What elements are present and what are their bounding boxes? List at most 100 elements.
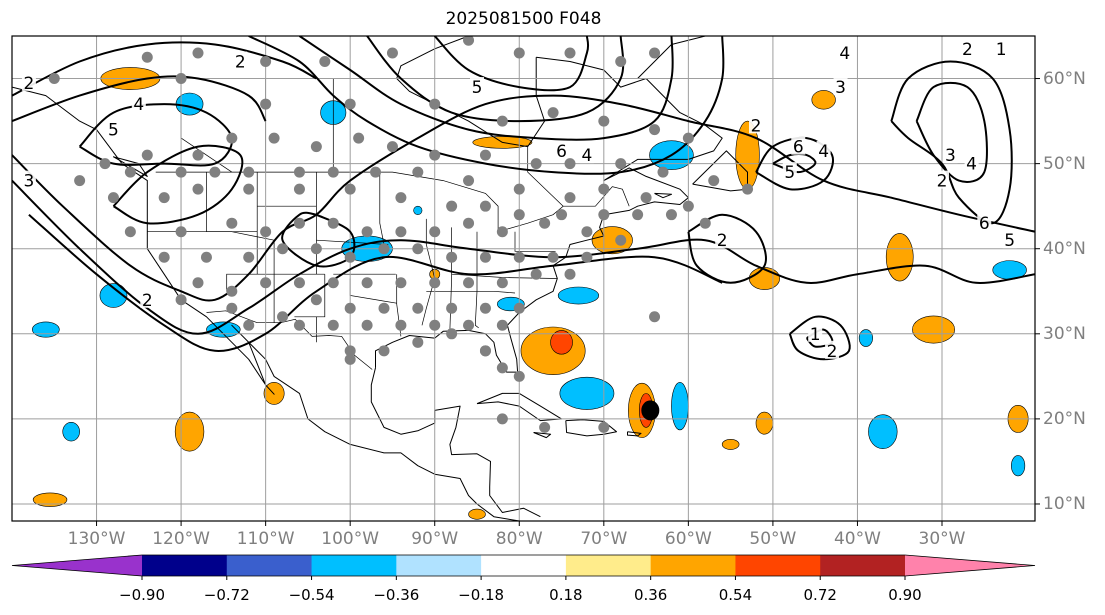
- station-marker: [192, 149, 204, 161]
- lat-tick-label: 30°N: [1043, 323, 1086, 344]
- station-marker: [378, 345, 390, 357]
- map-frame: [11, 35, 1036, 522]
- political-border: [426, 290, 516, 294]
- station-marker: [277, 311, 289, 323]
- station-marker: [412, 243, 424, 255]
- station-marker: [479, 200, 491, 212]
- contour-label-bg: [994, 38, 1009, 57]
- station-marker: [446, 200, 458, 212]
- anomaly-region: [868, 414, 898, 449]
- station-marker: [344, 98, 356, 110]
- contour-label-bg: [140, 289, 155, 308]
- anomaly-region: [413, 205, 423, 215]
- contour-label-bg: [21, 170, 36, 189]
- contour-label: 4: [818, 142, 829, 162]
- contour-label: 4: [839, 44, 850, 64]
- contour-label: 4: [581, 146, 592, 166]
- colorbar-swatch: [735, 555, 821, 576]
- station-marker: [479, 345, 491, 357]
- colorbar-swatch: [820, 555, 906, 576]
- lon-tick-label: 80°W: [495, 529, 543, 549]
- station-marker: [192, 47, 204, 59]
- station-marker: [361, 226, 373, 238]
- political-border: [474, 231, 479, 329]
- station-marker: [361, 277, 373, 289]
- lon-tick-label: 60°W: [664, 529, 712, 549]
- contour-line: [248, 36, 725, 175]
- political-border: [379, 172, 385, 245]
- contour-label-bg: [106, 119, 121, 138]
- station-marker: [141, 149, 153, 161]
- station-marker: [124, 166, 136, 178]
- station-marker: [615, 234, 627, 246]
- station-marker: [260, 277, 272, 289]
- station-marker: [429, 226, 441, 238]
- contour-line: [687, 213, 767, 284]
- station-marker: [665, 209, 677, 221]
- station-marker: [107, 192, 119, 204]
- contour-label: 5: [108, 121, 119, 141]
- station-marker: [260, 56, 272, 68]
- station-marker: [344, 345, 356, 357]
- station-marker: [141, 51, 153, 63]
- coastline: [370, 367, 541, 518]
- colorbar-tick-label: −0.72: [203, 586, 250, 604]
- station-marker: [268, 132, 280, 144]
- colorbar-swatch: [565, 555, 652, 576]
- colorbar-tick-label: 0.36: [633, 586, 668, 604]
- colorbar-tick-label: −0.90: [119, 586, 165, 604]
- station-marker: [226, 302, 238, 314]
- station-marker: [310, 141, 322, 153]
- station-marker: [327, 217, 339, 229]
- coastline: [113, 156, 148, 177]
- colorbar-tick-label: 0.18: [549, 586, 583, 604]
- lon-tick-label: 30°W: [918, 529, 966, 549]
- station-marker: [124, 226, 136, 238]
- lon-tick-label: 70°W: [580, 529, 628, 549]
- station-marker: [699, 217, 711, 229]
- station-marker: [463, 277, 475, 289]
- station-marker: [581, 226, 593, 238]
- station-marker: [598, 183, 610, 195]
- contour-line: [281, 211, 356, 268]
- lon-tick-label: 90°W: [411, 529, 459, 549]
- contour-label: 6: [793, 138, 804, 158]
- coastline: [692, 150, 748, 192]
- anomaly-region: [721, 439, 740, 450]
- contour-label-bg: [837, 43, 852, 62]
- station-marker: [361, 319, 373, 331]
- station-marker: [344, 353, 356, 365]
- political-border: [527, 146, 564, 207]
- contour-line: [12, 41, 317, 97]
- contour-label-bg: [825, 340, 840, 359]
- colorbar-tick-label: 0.90: [888, 586, 922, 604]
- chart-title: 2025081500 F048: [445, 9, 602, 29]
- lon-tick-label: 110°W: [236, 529, 295, 549]
- station-marker: [429, 319, 441, 331]
- contour-label: 1: [996, 40, 1007, 60]
- station-marker: [564, 268, 576, 280]
- station-marker: [446, 251, 458, 263]
- station-marker: [564, 47, 576, 59]
- station-marker: [513, 370, 525, 382]
- contour-label: 2: [142, 291, 153, 311]
- station-marker: [479, 149, 491, 161]
- station-marker: [682, 200, 694, 212]
- station-marker: [412, 336, 424, 348]
- station-marker: [598, 421, 610, 433]
- station-marker: [226, 285, 238, 297]
- station-marker: [446, 328, 458, 340]
- contour-label-bg: [21, 72, 36, 91]
- station-marker: [598, 209, 610, 221]
- political-border: [294, 274, 326, 318]
- station-marker: [243, 183, 255, 195]
- station-marker: [277, 243, 289, 255]
- station-marker: [310, 294, 322, 306]
- station-marker: [370, 166, 382, 178]
- contour-label-bg: [470, 77, 484, 96]
- colorbar-swatch: [650, 555, 736, 576]
- station-marker: [260, 98, 272, 110]
- anomaly-region: [62, 421, 80, 442]
